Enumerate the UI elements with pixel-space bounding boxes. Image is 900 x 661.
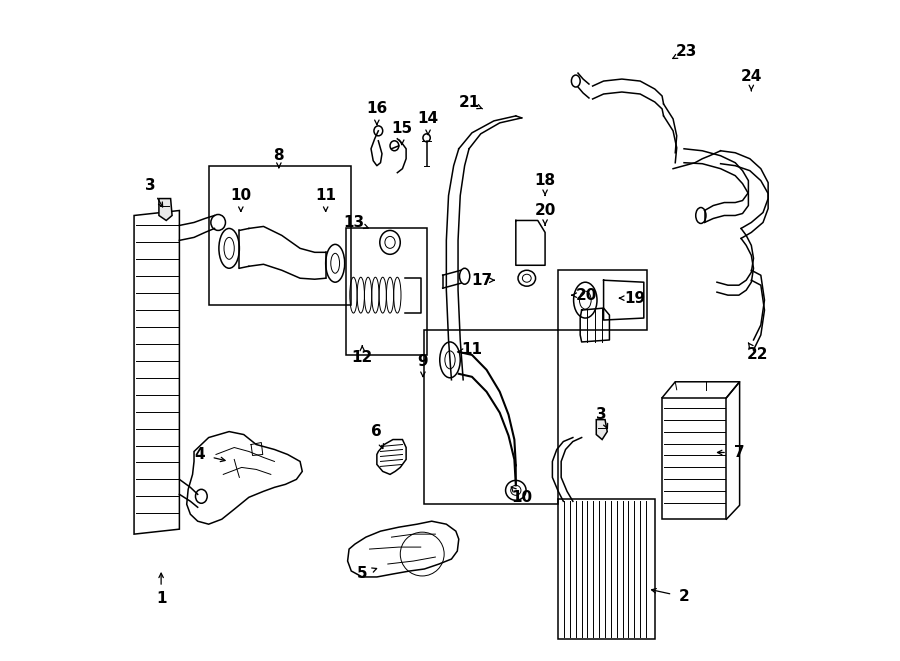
Text: 11: 11 (315, 188, 337, 203)
Text: 3: 3 (596, 407, 607, 422)
Bar (558, 499, 655, 639)
Polygon shape (597, 420, 608, 440)
Text: 19: 19 (625, 291, 645, 305)
Text: 7: 7 (734, 445, 744, 460)
Text: 21: 21 (458, 95, 480, 110)
Polygon shape (159, 198, 172, 221)
Bar (209, 166, 351, 305)
Text: 13: 13 (343, 215, 364, 230)
Text: 11: 11 (462, 342, 482, 358)
Bar (425, 330, 558, 504)
Text: 18: 18 (535, 173, 555, 188)
Bar (346, 229, 427, 355)
Text: 4: 4 (194, 447, 205, 462)
Text: 10: 10 (511, 490, 532, 505)
Text: 15: 15 (392, 122, 412, 136)
Text: 20: 20 (535, 203, 556, 218)
Text: 9: 9 (418, 354, 428, 369)
Text: 14: 14 (418, 112, 438, 126)
Text: 3: 3 (145, 178, 156, 193)
Text: 2: 2 (679, 590, 689, 604)
Text: 8: 8 (274, 148, 284, 163)
Text: 5: 5 (357, 566, 367, 582)
Text: 10: 10 (230, 188, 251, 203)
Text: 12: 12 (352, 350, 373, 366)
Bar (558, 270, 647, 330)
Text: 17: 17 (472, 273, 492, 288)
Text: 22: 22 (746, 348, 768, 362)
Text: 16: 16 (366, 101, 388, 116)
Text: 24: 24 (741, 69, 762, 83)
Text: 1: 1 (156, 592, 166, 606)
Text: 23: 23 (676, 44, 697, 59)
Text: 20: 20 (576, 288, 598, 303)
Bar (662, 398, 726, 519)
Text: 6: 6 (372, 424, 382, 439)
